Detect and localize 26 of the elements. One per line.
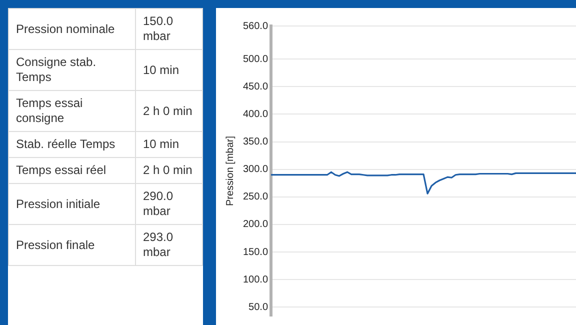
text: 290.0 mbar [136, 184, 202, 224]
y-tick-label: 400.0 [242, 108, 268, 120]
y-tick-label: 100.0 [242, 274, 268, 286]
y-tick-label: 50.0 [248, 302, 268, 313]
text: Temps essai réel [8, 158, 136, 184]
text: Pression nominale [8, 8, 136, 50]
y-tick-label: 560.0 [242, 20, 268, 32]
text: Consigne stab. Temps [8, 50, 136, 90]
text: 293.0 mbar [136, 224, 202, 266]
text: 2 h 0 min [136, 90, 202, 132]
text: Temps essai consigne [8, 90, 136, 132]
y-tick-label: 200.0 [242, 219, 268, 230]
text: 10 min [136, 50, 202, 90]
text: 10 min [136, 132, 202, 158]
y-tick-label: 350.0 [242, 136, 268, 148]
y-tick-label: 300.0 [242, 164, 268, 176]
y-tick-label: 450.0 [242, 81, 268, 92]
y-tick-label: 150.0 [242, 246, 268, 258]
y-tick-label: 250.0 [242, 192, 268, 203]
text: Stab. réelle Temps [8, 132, 136, 158]
text: Pression initiale [8, 184, 136, 224]
text: Pression finale [8, 224, 136, 266]
text: 150.0 mbar [136, 8, 202, 50]
text: 2 h 0 min [136, 158, 202, 184]
y-axis-title: Pression [mbar] [224, 136, 236, 206]
y-tick-label: 500.0 [242, 54, 268, 65]
